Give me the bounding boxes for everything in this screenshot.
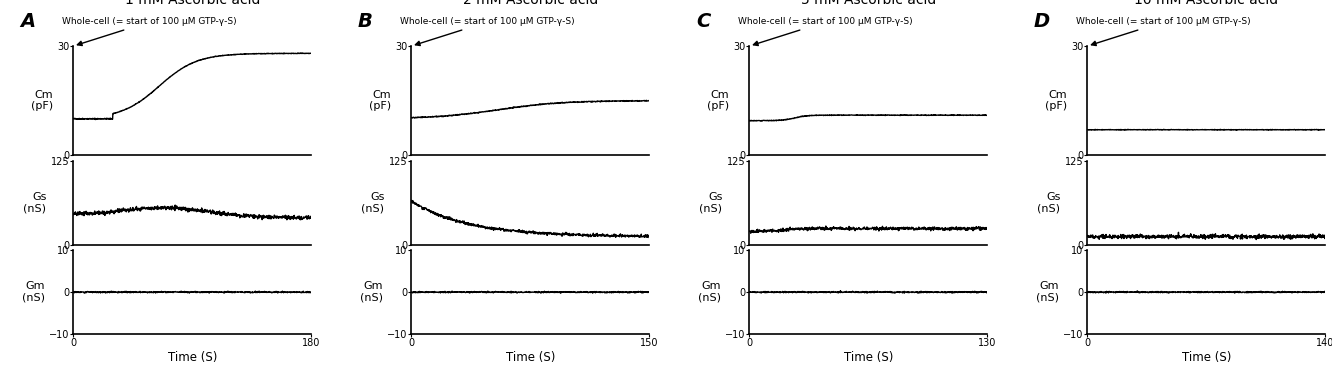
Y-axis label: Gs
(nS): Gs (nS) <box>1038 192 1060 214</box>
Y-axis label: Cm
(pF): Cm (pF) <box>1044 90 1067 111</box>
Text: D: D <box>1034 12 1050 30</box>
Title: 2 mM Ascorbic acid: 2 mM Ascorbic acid <box>462 0 598 7</box>
Text: Whole-cell (= start of 100 μM GTP-γ-S): Whole-cell (= start of 100 μM GTP-γ-S) <box>400 17 575 46</box>
Text: Whole-cell (= start of 100 μM GTP-γ-S): Whole-cell (= start of 100 μM GTP-γ-S) <box>63 17 237 46</box>
Y-axis label: Gm
(nS): Gm (nS) <box>1035 281 1059 303</box>
Text: Whole-cell (= start of 100 μM GTP-γ-S): Whole-cell (= start of 100 μM GTP-γ-S) <box>1076 17 1251 46</box>
Y-axis label: Cm
(pF): Cm (pF) <box>706 90 729 111</box>
Title: 1 mM Ascorbic acid: 1 mM Ascorbic acid <box>125 0 260 7</box>
Y-axis label: Cm
(pF): Cm (pF) <box>369 90 390 111</box>
Text: B: B <box>358 12 373 30</box>
X-axis label: Time (S): Time (S) <box>843 351 892 364</box>
Title: 10 mM Ascorbic acid: 10 mM Ascorbic acid <box>1135 0 1279 7</box>
Y-axis label: Gs
(nS): Gs (nS) <box>699 192 722 214</box>
Text: Whole-cell (= start of 100 μM GTP-γ-S): Whole-cell (= start of 100 μM GTP-γ-S) <box>738 17 912 46</box>
Text: C: C <box>697 12 710 30</box>
Y-axis label: Gm
(nS): Gm (nS) <box>360 281 382 303</box>
Y-axis label: Gm
(nS): Gm (nS) <box>21 281 44 303</box>
Y-axis label: Gm
(nS): Gm (nS) <box>698 281 721 303</box>
Y-axis label: Cm
(pF): Cm (pF) <box>31 90 53 111</box>
Y-axis label: Gs
(nS): Gs (nS) <box>23 192 47 214</box>
Title: 5 mM Ascorbic acid: 5 mM Ascorbic acid <box>801 0 936 7</box>
X-axis label: Time (S): Time (S) <box>1181 351 1231 364</box>
X-axis label: Time (S): Time (S) <box>168 351 217 364</box>
Text: A: A <box>20 12 35 30</box>
X-axis label: Time (S): Time (S) <box>506 351 555 364</box>
Y-axis label: Gs
(nS): Gs (nS) <box>361 192 385 214</box>
